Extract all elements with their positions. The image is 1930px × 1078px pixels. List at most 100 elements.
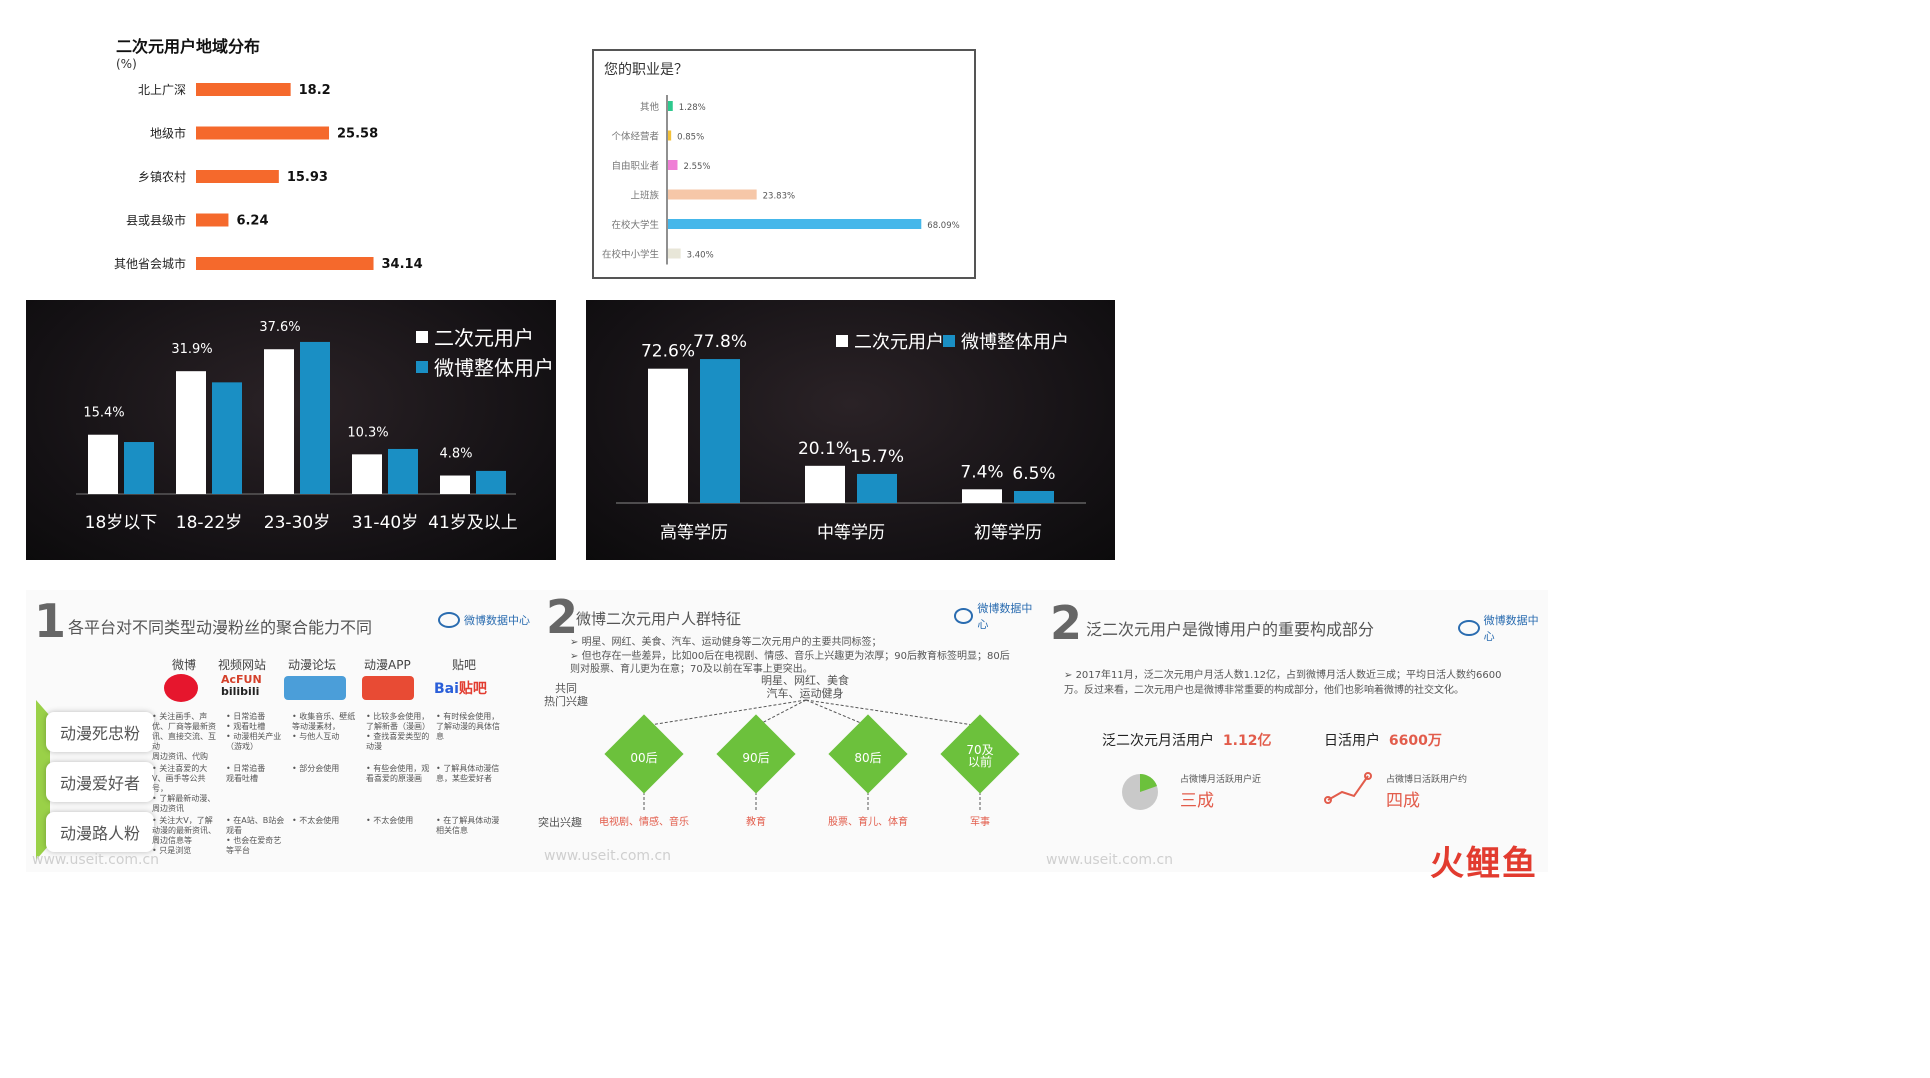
watermark: www.useit.com.cn [32, 852, 160, 868]
education-bar-weibo [1014, 490, 1054, 503]
slide-platforms: 1 各平台对不同类型动漫粉丝的聚合能力不同 微博数据中心 微博 视频网站 动漫论… [26, 590, 530, 872]
tree-branch-line [805, 699, 981, 727]
region-bar [196, 83, 291, 96]
education-bar-acg [805, 465, 845, 503]
platform-header-app: 动漫APP [364, 658, 411, 672]
platform-cell: • 关注喜爱的大V、画手等公共号， • 了解最新动漫、周边资讯 [152, 764, 216, 813]
dau-value: 6600万 [1388, 733, 1442, 749]
occupation-value-label: 23.83% [763, 192, 795, 202]
age-legend-label-2: 微博整体用户 [434, 356, 554, 380]
weibo-data-logo: 微博数据中心 [1458, 612, 1548, 644]
occupation-chart: 您的职业是？ 其他 1.28% 个体经营者 0.85% 自由职业者 2.55% 上班族 23.… [592, 49, 976, 279]
platform-cell: • 在A站、B站会观看 • 也会在爱奇艺等平台 [226, 816, 285, 855]
region-category-label: 县或县级市 [126, 213, 186, 228]
slide-title: 泛二次元用户是微博用户的重要构成部分 [1086, 620, 1375, 639]
logo-text: 微博数据中心 [1483, 614, 1539, 643]
region-bar [196, 126, 330, 140]
platform-cell: • 部分会使用 [292, 764, 340, 773]
platform-cell: • 收集音乐、壁纸等动漫素材， • 与他人互动 [292, 712, 356, 741]
outstanding-label: 突出兴趣 [538, 816, 582, 829]
edu-legend-item-1: 二次元用户 [836, 328, 944, 354]
slide-interests: 2 微博二次元用户人群特征 微博数据中心 ➢ 明星、网红、美食、汽车、运动健身等… [530, 590, 1034, 872]
age-bar-acg [352, 454, 382, 494]
education-chart: 二次元用户 微博整体用户 72.6% 77.8% 高等学历 20.1% 15.7% 中等学… [586, 300, 1115, 560]
occupation-bar [668, 219, 922, 229]
platform-cell: • 有时候会使用，了解动漫的具体信息 [436, 712, 500, 741]
interest-tree-lines [643, 699, 981, 812]
platform-cell: • 不太会使用 [292, 816, 340, 825]
age-bar-weibo [212, 382, 242, 494]
age-category-label: 23-30岁 [264, 513, 330, 533]
growth-icon [1324, 772, 1372, 804]
occupation-category-label: 其他 [640, 101, 660, 113]
slide-bullet: ➢ 2017年11月，泛二次元用户月活人数1.12亿，占到微博月活人数近三成；平… [1064, 670, 1502, 696]
tree-branch-line [805, 699, 869, 727]
outstanding-interest: 教育 [746, 817, 766, 828]
occupation-category-label: 在校大学生 [611, 219, 659, 231]
education-bar-acg [962, 489, 1002, 503]
occupation-chart-title: 您的职业是？ [604, 62, 688, 78]
logo-text: 微博数据中心 [464, 614, 530, 627]
platform-cell: • 关注大V，了解动漫的最新资讯、周边信息等 • 只是浏览 [152, 816, 216, 855]
age-category-label: 18-22岁 [176, 513, 242, 533]
platform-cell: • 不太会使用 [366, 816, 414, 825]
occupation-value-label: 2.55% [683, 162, 710, 172]
forum-logo-icon [284, 676, 346, 700]
slide-number: 1 [34, 594, 67, 648]
occupation-value-label: 3.40% [687, 251, 714, 261]
region-chart-svg: 北上广深 18.2 地级市 25.58 乡镇农村 15.93 县或县级市 6.24 其他省会城市… [114, 83, 423, 272]
watermark: www.useit.com.cn [1046, 852, 1174, 868]
age-group-label: 70及 以前 [966, 743, 994, 769]
edu-legend-label-1: 二次元用户 [854, 332, 944, 353]
occupation-bar [668, 248, 681, 259]
education-data-label: 77.8% [693, 332, 747, 352]
dau-label: 日活用户 [1324, 733, 1380, 749]
weibo-logo-icon [164, 674, 198, 702]
bullet-2-text: 但也存在一些差异，比如00后在电视剧、情感、音乐上兴趣更为浓厚；90后教育标签明… [570, 651, 1010, 675]
age-bar-weibo [476, 470, 506, 494]
age-legend-label-1: 二次元用户 [434, 326, 534, 350]
app-logo-icon [362, 676, 414, 700]
watermark: www.useit.com.cn [544, 848, 672, 864]
slide-number: 2 [1050, 596, 1083, 650]
education-data-label: 6.5% [1012, 464, 1055, 484]
region-value-label: 34.14 [382, 257, 423, 272]
weibo-data-logo: 微博数据中心 [954, 600, 1034, 632]
age-bar-weibo [388, 448, 418, 494]
education-category-label: 中等学历 [817, 523, 885, 543]
mau-value: 1.12亿 [1222, 733, 1272, 749]
bullet-2: ➢ 但也存在一些差异，比如00后在电视剧、情感、音乐上兴趣更为浓厚；90后教育标… [570, 651, 1010, 675]
tree-branch-line [643, 699, 807, 727]
age-bar-acg [88, 434, 118, 494]
education-chart-svg: 72.6%77.8% 高等学历 20.1%15.7% 中等学历 7.4% 6.5% 初等学历 [616, 332, 1086, 543]
occupation-category-label: 在校中小学生 [602, 249, 660, 261]
age-group-label: 00后 [630, 751, 658, 765]
age-chart: 二次元用户 微博整体用户 15.4% 18岁以下 31.9% 18-22岁 37.6% 2… [26, 300, 556, 560]
bullet-1: ➢ 明星、网红、美食、汽车、运动健身等二次元用户的主要共同标签； [570, 637, 882, 648]
mau-share: 三成 [1180, 791, 1214, 811]
outstanding-interest: 电视剧、情感、音乐 [599, 817, 689, 828]
occupation-bar [668, 101, 673, 111]
occupation-chart-svg: 其他 1.28% 个体经营者 0.85% 自由职业者 2.55% 上班族 23.83% 在校大学… [602, 95, 960, 265]
age-bar-weibo [300, 341, 330, 494]
age-category-label: 41岁及以上 [428, 513, 518, 533]
weibo-eye-icon [438, 612, 460, 628]
education-category-label: 高等学历 [660, 523, 728, 543]
education-data-label: 72.6% [641, 342, 695, 362]
baidu-tieba-logo-icon: Bai贴吧 [434, 681, 487, 697]
slide-number: 2 [546, 590, 579, 644]
education-bar-weibo [700, 359, 740, 503]
occupation-bar [668, 189, 757, 200]
age-bar-weibo [124, 442, 154, 494]
region-category-label: 其他省会城市 [114, 256, 186, 271]
region-value-label: 25.58 [337, 127, 378, 142]
edu-legend-item-2: 微博整体用户 [943, 328, 1069, 354]
row-label-fan: 动漫爱好者 [46, 762, 154, 802]
age-data-label: 15.4% [83, 406, 124, 421]
occupation-bar [668, 160, 678, 170]
education-data-label: 15.7% [850, 447, 904, 467]
acfun-bilibili-logo-icon: AcFUN bilibili [221, 673, 262, 698]
mau-stat: 泛二次元月活用户 1.12亿 [1102, 730, 1271, 750]
region-chart: 二次元用户地域分布 (%) 北上广深 18.2 地级市 25.58 乡镇农村 15.93 县… [100, 25, 500, 285]
tree-branch-line [755, 699, 807, 727]
